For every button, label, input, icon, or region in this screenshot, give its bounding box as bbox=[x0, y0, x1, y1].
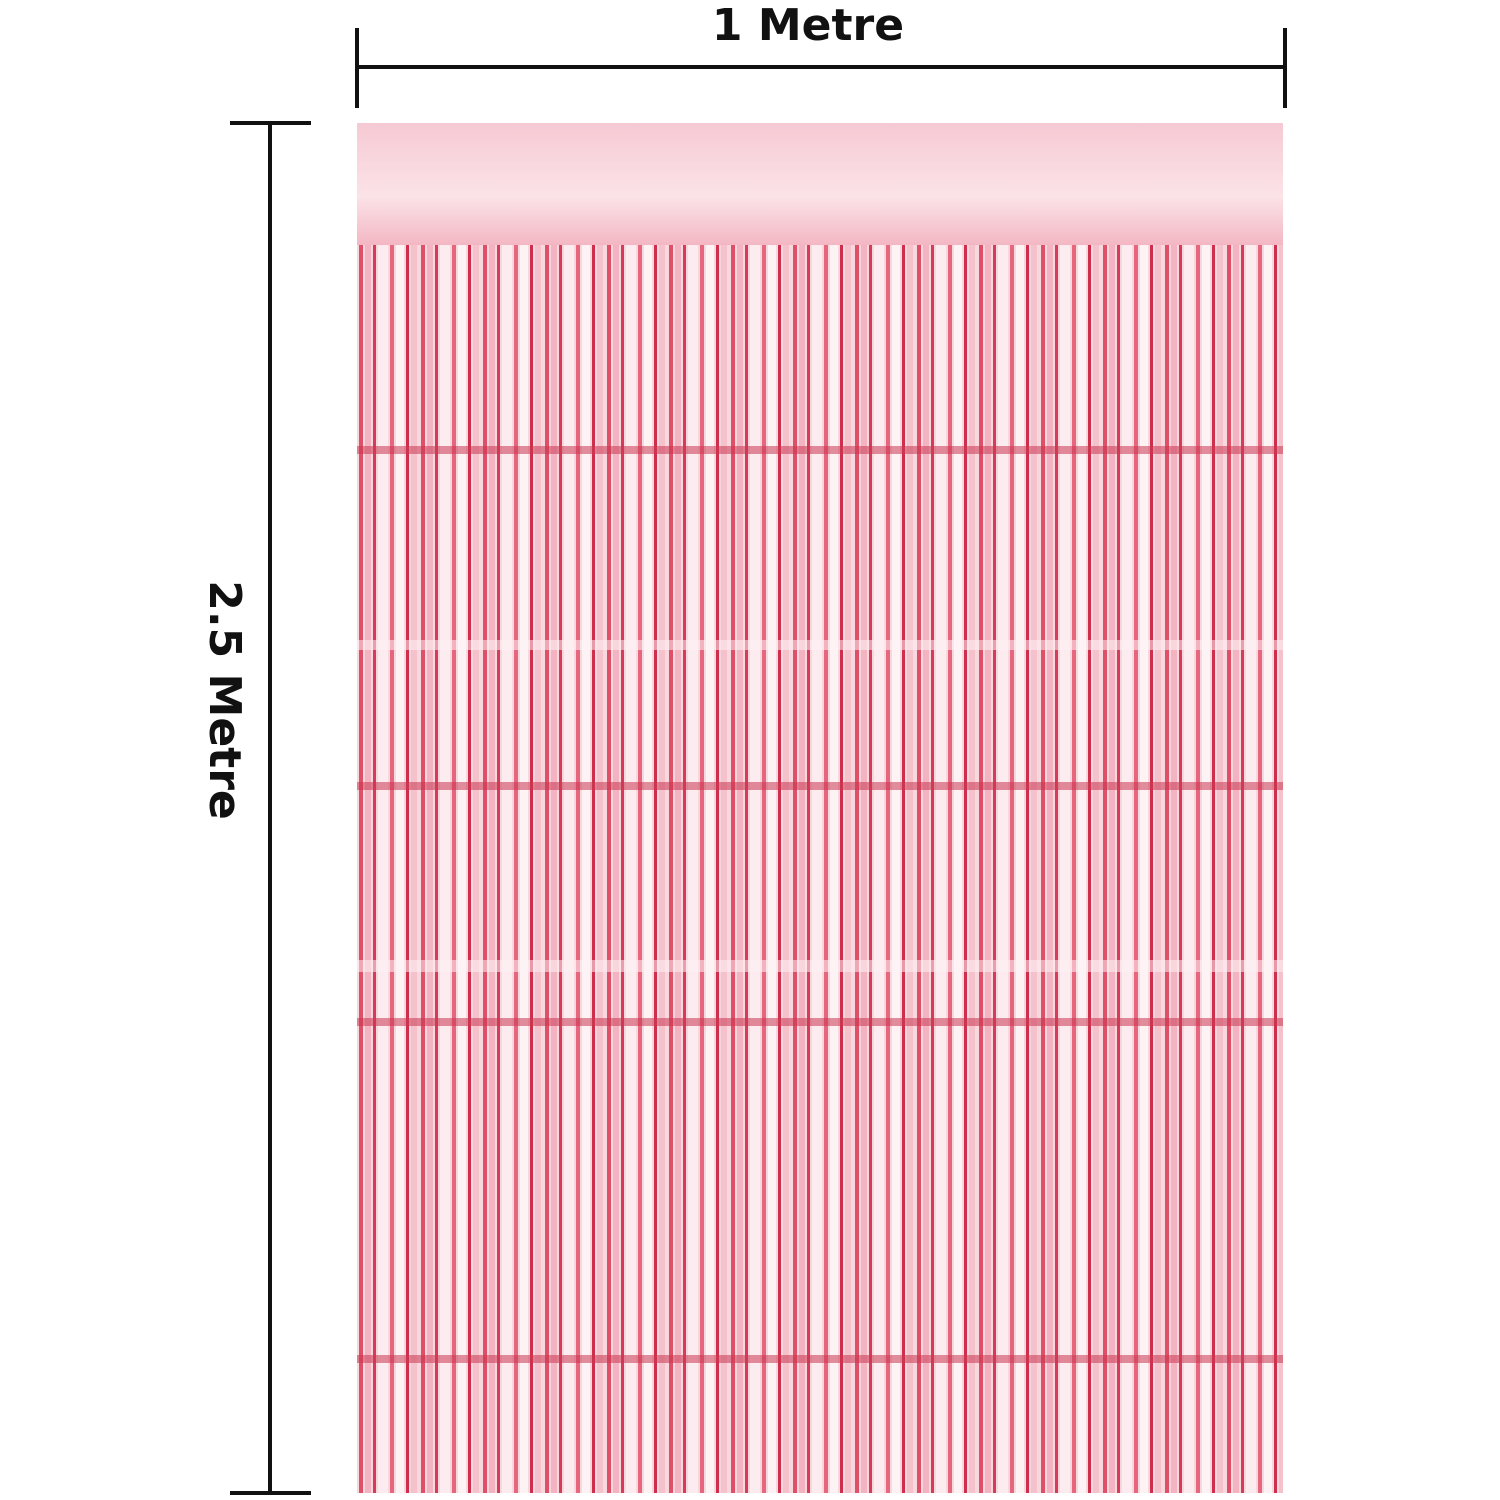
curtain-fringe bbox=[357, 245, 1283, 1493]
fold bbox=[357, 960, 1283, 972]
width-label: 1 Metre bbox=[712, 0, 904, 51]
curtain-header bbox=[357, 123, 1283, 245]
fold bbox=[357, 1018, 1283, 1026]
fold bbox=[357, 640, 1283, 650]
fold bbox=[357, 1355, 1283, 1363]
height-label: 2.5 Metre bbox=[199, 580, 250, 819]
fold bbox=[357, 782, 1283, 790]
fold bbox=[357, 446, 1283, 454]
fold-lines bbox=[357, 446, 1283, 1363]
